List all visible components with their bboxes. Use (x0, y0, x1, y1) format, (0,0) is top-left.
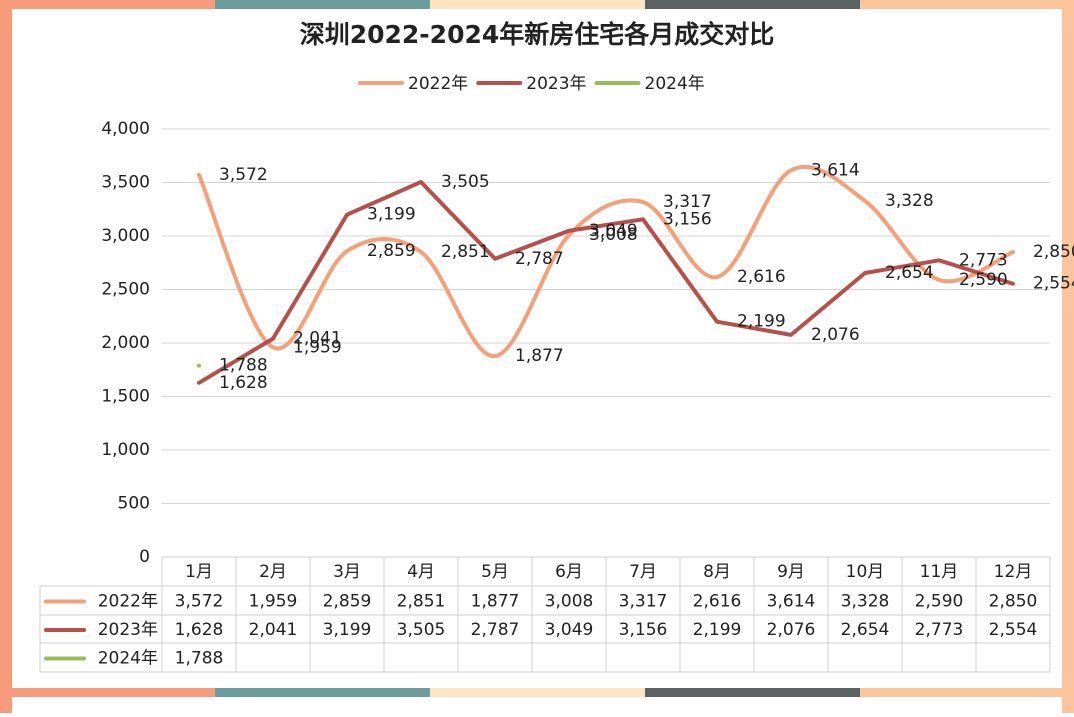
data-label: 3,008 (589, 225, 638, 245)
y-tick-label: 1,500 (101, 387, 150, 407)
x-tick-label: 6月 (555, 562, 583, 582)
data-label: 1,959 (293, 337, 342, 357)
y-tick-label: 3,000 (101, 226, 150, 246)
table-cell: 3,008 (545, 592, 594, 612)
x-tick-label: 2月 (259, 562, 287, 582)
table-cell: 2,654 (841, 620, 890, 640)
table-row-label: 2024年 (98, 649, 158, 669)
table-cell: 3,328 (841, 592, 890, 612)
x-tick-label: 5月 (481, 562, 509, 582)
table-row-label: 2023年 (98, 620, 158, 640)
table-cell: 2,851 (397, 592, 446, 612)
data-label: 2,554 (1033, 274, 1074, 294)
legend-label: 2024年 (645, 74, 705, 94)
x-tick-label: 10月 (846, 562, 885, 582)
table-cell: 2,850 (989, 592, 1038, 612)
table-cell: 1,877 (471, 592, 520, 612)
table-cell: 1,959 (249, 592, 298, 612)
data-label: 3,328 (885, 191, 934, 211)
data-label: 3,199 (367, 205, 416, 225)
series-line (197, 164, 1015, 359)
table-cell: 3,049 (545, 620, 594, 640)
data-label: 2,859 (367, 241, 416, 261)
table-cell: 3,156 (619, 620, 668, 640)
table-cell: 2,787 (471, 620, 520, 640)
y-tick-label: 3,500 (101, 173, 150, 193)
y-tick-label: 2,500 (101, 280, 150, 300)
data-label: 2,851 (441, 242, 490, 262)
data-label: 2,590 (959, 270, 1008, 290)
table-cell: 3,505 (397, 620, 446, 640)
table-cell: 2,859 (323, 592, 372, 612)
legend-label: 2023年 (526, 74, 586, 94)
data-label: 2,616 (737, 267, 786, 287)
table-cell: 3,614 (767, 592, 816, 612)
data-label: 2,076 (811, 325, 860, 345)
data-label: 1,877 (515, 346, 564, 366)
y-tick-label: 0 (139, 547, 150, 567)
data-label: 3,572 (219, 165, 268, 185)
y-tick-label: 4,000 (101, 119, 150, 139)
table-cell: 2,773 (915, 620, 964, 640)
x-tick-label: 4月 (407, 562, 435, 582)
data-label: 1,788 (219, 356, 268, 376)
table-cell: 2,616 (693, 592, 742, 612)
table-cell: 2,554 (989, 620, 1038, 640)
table-cell: 3,572 (175, 592, 224, 612)
table-cell: 2,041 (249, 620, 298, 640)
table-cell: 2,076 (767, 620, 816, 640)
x-tick-label: 8月 (703, 562, 731, 582)
frame-right (1062, 0, 1074, 713)
table-cell: 3,199 (323, 620, 372, 640)
data-label: 2,850 (1033, 242, 1074, 262)
data-label: 2,041 (293, 329, 342, 349)
table-cell: 2,199 (693, 620, 742, 640)
legend-label: 2022年 (408, 74, 468, 94)
x-tick-label: 11月 (920, 562, 959, 582)
series-line (197, 179, 1015, 385)
data-label: 3,156 (663, 209, 712, 229)
data-label: 2,199 (737, 312, 786, 332)
table-row-label: 2022年 (98, 592, 158, 612)
data-label: 3,505 (441, 172, 490, 192)
table-cell: 1,628 (175, 620, 224, 640)
x-tick-label: 1月 (185, 562, 213, 582)
frame-bottom (0, 688, 1074, 697)
data-label: 2,773 (959, 250, 1008, 270)
data-label: 3,317 (663, 192, 712, 212)
frame-top (0, 0, 1074, 9)
data-label: 1,628 (219, 373, 268, 393)
data-label: 3,049 (589, 221, 638, 241)
y-tick-label: 2,000 (101, 333, 150, 353)
frame-left (0, 0, 12, 713)
y-tick-label: 1,000 (101, 440, 150, 460)
x-tick-label: 7月 (629, 562, 657, 582)
x-tick-label: 12月 (994, 562, 1033, 582)
table-cell: 1,788 (175, 649, 224, 669)
data-label: 2,787 (515, 249, 564, 269)
chart-title: 深圳2022-2024年新房住宅各月成交对比 (300, 20, 775, 49)
x-tick-label: 9月 (777, 562, 805, 582)
table-cell: 3,317 (619, 592, 668, 612)
x-tick-label: 3月 (333, 562, 361, 582)
y-tick-label: 500 (118, 494, 150, 514)
data-label: 2,654 (885, 263, 934, 283)
table-cell: 2,590 (915, 592, 964, 612)
data-label: 3,614 (811, 160, 860, 180)
